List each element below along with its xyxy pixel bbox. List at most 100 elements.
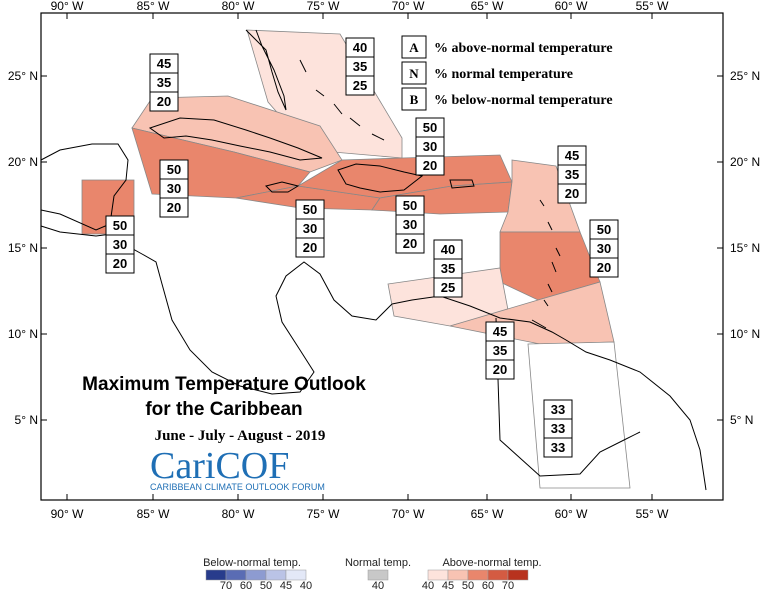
- lon-ticks-bottom: [66, 494, 653, 500]
- lat-label-left: 15° N: [8, 241, 38, 255]
- logo-cof: COF: [215, 445, 289, 487]
- value-box-west-caribbean-below: 20: [167, 200, 181, 215]
- value-box-jamaica-below: 20: [303, 240, 317, 255]
- colour-legend: Below-normal temp. Normal temp. Above-no…: [203, 557, 541, 590]
- value-box-west-caribbean-above: 50: [167, 162, 181, 177]
- value-box-cell: [485, 359, 515, 380]
- value-box-bahamas-below: 25: [353, 78, 367, 93]
- legend-below-label: 50: [260, 580, 272, 590]
- legend-below-swatch: [265, 569, 287, 581]
- south-america-coast: [391, 295, 707, 491]
- lon-label-bottom: 60° W: [555, 507, 588, 521]
- value-box-cuba-above: 45: [157, 56, 171, 71]
- key: A N B % above-normal temperature % norma…: [401, 35, 613, 111]
- value-box-belize-normal: 30: [113, 237, 127, 252]
- lat-label-right: 5° N: [730, 413, 753, 427]
- value-box-puerto-rico-below: 20: [403, 236, 417, 251]
- lon-ticks-top: [66, 13, 653, 19]
- value-box-abc-islands-normal: 35: [441, 261, 455, 276]
- map-title-line1: Maximum Temperature Outlook: [82, 374, 366, 395]
- value-box-puerto-rico-normal: 30: [403, 217, 417, 232]
- key-box-b: [401, 87, 427, 111]
- logo-wordmark: CariCOF: [150, 445, 289, 487]
- puerto-rico-coast: [449, 179, 475, 189]
- lon-label-top: 85° W: [137, 0, 170, 13]
- value-box-leeward-islands-above: 45: [565, 148, 579, 163]
- legend-swatches: 70 60 50 45 40 40 40 45 50 60 70: [205, 569, 529, 590]
- value-box-abc-islands-above: 40: [441, 242, 455, 257]
- key-desc-a: % above-normal temperature: [434, 41, 613, 56]
- value-box-bahamas-normal: 35: [353, 59, 367, 74]
- lon-label-bottom: 55° W: [636, 507, 669, 521]
- value-box-cuba-normal: 35: [157, 75, 171, 90]
- lat-label-right: 15° N: [730, 241, 760, 255]
- legend-below-swatch: [205, 569, 227, 581]
- map-title-line2: for the Caribbean: [145, 399, 302, 420]
- zone-guianas: [527, 341, 631, 489]
- legend-below-swatch: [285, 569, 307, 581]
- legend-normal-swatch: [367, 569, 389, 581]
- value-box-cell: [557, 183, 587, 204]
- value-box-trinidad-normal: 35: [493, 343, 507, 358]
- value-box-trinidad-below: 20: [493, 362, 507, 377]
- jamaica-coast: [265, 181, 300, 193]
- value-box-belize-above: 50: [113, 218, 127, 233]
- legend-normal-title: Normal temp.: [345, 557, 411, 569]
- lon-label-top: 80° W: [222, 0, 255, 13]
- caricof-logo: CariCOF CARIBBEAN CLIMATE OUTLOOK FORUM: [150, 445, 325, 492]
- key-desc-n: % normal temperature: [434, 67, 573, 82]
- cuba-coast: [148, 117, 323, 161]
- lon-label-top: 55° W: [636, 0, 669, 13]
- key-box-n: [401, 61, 427, 85]
- value-box-cell: [159, 197, 189, 218]
- value-box-windward-islands-above: 50: [597, 222, 611, 237]
- value-box-hispaniola-north-below: 20: [423, 158, 437, 173]
- key-letter-n: N: [409, 66, 419, 81]
- legend-below-label: 70: [220, 580, 232, 590]
- lon-label-bottom: 75° W: [307, 507, 340, 521]
- value-box-leeward-islands-below: 20: [565, 186, 579, 201]
- value-box-bahamas-above: 40: [353, 40, 367, 55]
- florida-coast: [245, 29, 287, 111]
- value-box-windward-islands-below: 20: [597, 260, 611, 275]
- lon-label-top: 65° W: [471, 0, 504, 13]
- value-box-cell: [543, 437, 573, 458]
- value-box-jamaica-above: 50: [303, 202, 317, 217]
- lon-label-top: 60° W: [555, 0, 588, 13]
- lat-ticks: [41, 75, 723, 421]
- yucatan-coast: [40, 143, 129, 231]
- legend-below-label: 45: [280, 580, 292, 590]
- lon-label-bottom: 70° W: [392, 507, 425, 521]
- key-box-a: [401, 35, 427, 59]
- lat-label-left: 20° N: [8, 155, 38, 169]
- legend-above-label: 40: [422, 580, 434, 590]
- lon-label-bottom: 65° W: [471, 507, 504, 521]
- legend-below-label: 60: [240, 580, 252, 590]
- value-box-trinidad-above: 45: [493, 324, 507, 339]
- lon-label-top: 70° W: [392, 0, 425, 13]
- value-box-cell: [105, 253, 135, 274]
- value-box-cell: [295, 237, 325, 258]
- value-box-guianas-below: 33: [551, 440, 565, 455]
- value-box-cell: [345, 75, 375, 96]
- legend-normal-label: 40: [372, 580, 384, 590]
- legend-below-label: 40: [300, 580, 312, 590]
- map-period: June - July - August - 2019: [155, 428, 326, 444]
- value-box-hispaniola-north-above: 50: [423, 120, 437, 135]
- value-boxes: 40 35 25 45 35 20 50 30 20 50 30 20 50 30 20 50 30 20 50 30…: [105, 37, 619, 458]
- lon-label-bottom: 90° W: [51, 507, 84, 521]
- value-box-cell: [415, 155, 445, 176]
- value-box-belize-below: 20: [113, 256, 127, 271]
- legend-above-swatch: [467, 569, 489, 581]
- value-box-cell: [149, 91, 179, 112]
- legend-above-swatch: [487, 569, 509, 581]
- value-box-cuba-below: 20: [157, 94, 171, 109]
- logo-cari: Cari: [150, 445, 215, 487]
- legend-above-label: 50: [462, 580, 474, 590]
- lat-label-right: 20° N: [730, 155, 760, 169]
- legend-above-swatch: [507, 569, 529, 581]
- lat-label-right: 10° N: [730, 327, 760, 341]
- value-box-guianas-normal: 33: [551, 421, 565, 436]
- legend-above-label: 60: [482, 580, 494, 590]
